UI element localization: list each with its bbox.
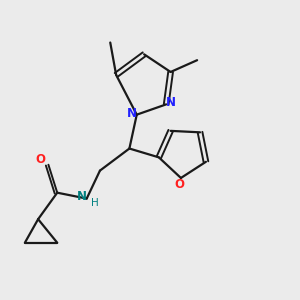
Text: O: O bbox=[174, 178, 184, 191]
Text: N: N bbox=[77, 190, 87, 203]
Text: O: O bbox=[35, 153, 45, 166]
Text: N: N bbox=[166, 96, 176, 110]
Text: H: H bbox=[91, 198, 99, 208]
Text: N: N bbox=[127, 107, 137, 120]
